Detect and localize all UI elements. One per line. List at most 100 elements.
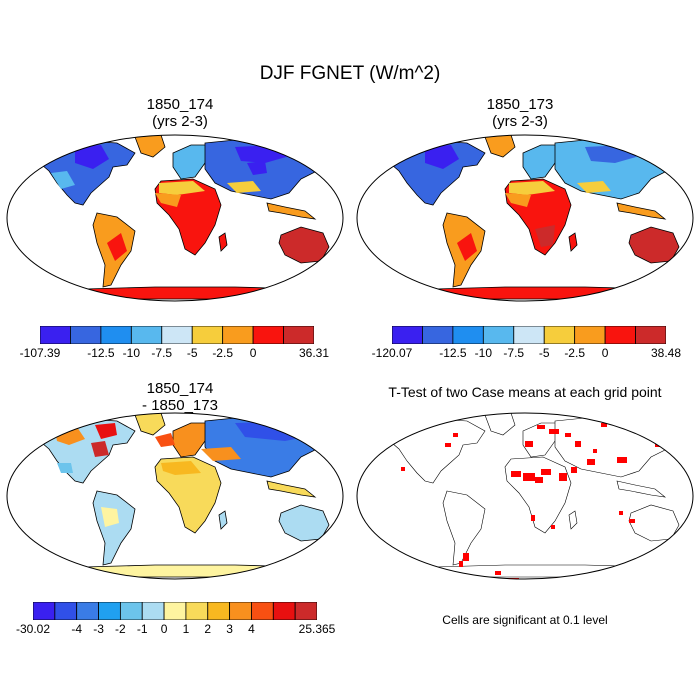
- colorbar-tick-label: 2: [204, 622, 212, 636]
- colorbar-tick-label: -10: [122, 346, 140, 360]
- colorbar-swatch: [272, 601, 296, 621]
- colorbar-swatch: [635, 325, 667, 345]
- p1-field-patch: [75, 145, 109, 169]
- panel4-title-line1: T-Test of two Case means at each grid po…: [388, 384, 662, 400]
- significant-cell: [463, 553, 469, 561]
- p4-africa-region: [504, 456, 572, 534]
- colorbar-tick-label: -7.5: [151, 346, 173, 360]
- panel2-title-line2: (yrs 2-3): [492, 113, 548, 130]
- panel3-colorbar-labels: -30.02 -4 -3 -2 -1 0 1 2 3 4 25.365: [16, 622, 335, 638]
- significant-cell: [541, 469, 551, 475]
- colorbar-swatch: [422, 325, 454, 345]
- colorbar-swatch: [191, 325, 224, 345]
- significant-cell: [535, 477, 543, 483]
- colorbar-tick-label: -7.5: [503, 346, 525, 360]
- panel1-colorbar: [39, 325, 315, 345]
- panel1-title: 1850_174 (yrs 2-3): [10, 96, 350, 130]
- colorbar-tick-label: 36.31: [298, 346, 330, 360]
- colorbar-swatch: [482, 325, 515, 345]
- p2-antarctica-region: [372, 286, 682, 300]
- panel2-colorbar: [391, 325, 667, 345]
- panel2-map: [355, 133, 695, 303]
- colorbar-swatch: [185, 601, 209, 621]
- significant-cell: [601, 423, 607, 427]
- colorbar-tick-label: -2: [115, 622, 126, 636]
- p3-field-patch: [161, 461, 201, 475]
- p2-map-frame: [356, 134, 694, 302]
- p2-europe-region: [522, 144, 566, 180]
- significant-cell: [559, 473, 567, 481]
- panel1-title-line2: (yrs 2-3): [152, 113, 208, 130]
- significant-cell: [635, 575, 651, 579]
- colorbar-tick-label: -5: [186, 346, 198, 360]
- p2-madagascar-region: [568, 232, 578, 252]
- significant-cell: [629, 519, 635, 523]
- panel3-colorbar: [32, 601, 318, 621]
- p1-antarctica-region: [22, 286, 332, 300]
- colorbar-swatch: [141, 601, 165, 621]
- significant-cell: [565, 433, 571, 437]
- significant-cell: [415, 421, 421, 425]
- p1-map-frame: [6, 134, 344, 302]
- colorbar-tick-label: 0: [160, 622, 168, 636]
- colorbar-tick-label: -1: [136, 622, 148, 636]
- colorbar-swatch: [161, 325, 193, 345]
- colorbar-tick-label: 4: [248, 622, 255, 636]
- p1-seasia-region: [266, 202, 317, 220]
- p3-field-patch: [95, 423, 117, 439]
- p3-africa-region: [154, 456, 222, 534]
- p1-field-patch: [159, 181, 205, 195]
- colorbar-tick-label: 25.365: [298, 622, 336, 636]
- significant-cell: [575, 441, 581, 447]
- panel3-title-line2: - 1850_173: [142, 397, 218, 414]
- colorbar-swatch: [130, 325, 163, 345]
- p3-madagascar-region: [218, 510, 228, 530]
- colorbar-swatch: [163, 601, 187, 621]
- colorbar-tick-label: -2.5: [212, 346, 233, 360]
- p2-field-patch: [535, 225, 555, 247]
- p1-greenland-region: [134, 135, 166, 158]
- colorbar-tick-label: 3: [226, 622, 233, 636]
- colorbar-swatch: [32, 601, 56, 621]
- colorbar-swatch: [283, 325, 315, 345]
- p4-australia-region: [628, 504, 680, 542]
- significance-note: Cells are significant at 0.1 level: [442, 613, 608, 627]
- p1-field-patch: [247, 161, 267, 175]
- p2-field-patch: [577, 181, 611, 193]
- p2-map-svg: [356, 134, 694, 302]
- panel2-colorbar-labels: -120.07 -12.5 -10 -7.5 -5 -2.5 0 38.48: [372, 346, 681, 362]
- panel2-title: 1850_173 (yrs 2-3): [350, 96, 690, 130]
- p4-map-frame: [356, 412, 694, 580]
- p2-field-patch: [457, 233, 477, 261]
- colorbar-tick-label: -4: [71, 622, 83, 636]
- colorbar-tick-label: -30.02: [15, 622, 51, 636]
- p3-field-patch: [57, 463, 73, 473]
- p2-field-patch: [509, 181, 555, 195]
- panel4-map: [355, 411, 695, 581]
- p1-field-patch: [155, 193, 181, 207]
- colorbar-tick-label: -107.39: [19, 346, 61, 360]
- significant-cell: [511, 471, 521, 477]
- colorbar-swatch: [222, 325, 254, 345]
- p1-map-svg: [6, 134, 344, 302]
- colorbar-swatch: [119, 601, 143, 621]
- colorbar-tick-label: -10: [474, 346, 492, 360]
- colorbar-tick-label: -12.5: [439, 346, 467, 360]
- p3-europe-region: [172, 422, 216, 458]
- p4-land-layer: [372, 413, 682, 579]
- p1-madagascar-region: [218, 232, 228, 252]
- colorbar-tick-label: -12.5: [87, 346, 115, 360]
- significant-cell: [445, 443, 451, 447]
- p2-field-patch: [505, 193, 531, 207]
- p1-australia-region: [278, 226, 330, 264]
- p3-field-patch: [91, 441, 109, 457]
- significant-cell: [645, 433, 651, 437]
- p4-map-svg: [356, 412, 694, 580]
- p2-australia-region: [628, 226, 680, 264]
- significant-cell: [531, 515, 535, 521]
- p2-land-layer: [372, 135, 682, 300]
- significant-cell: [459, 561, 463, 567]
- p1-land-layer: [22, 135, 332, 300]
- significant-cell: [401, 467, 405, 471]
- colorbar-swatch: [452, 325, 484, 345]
